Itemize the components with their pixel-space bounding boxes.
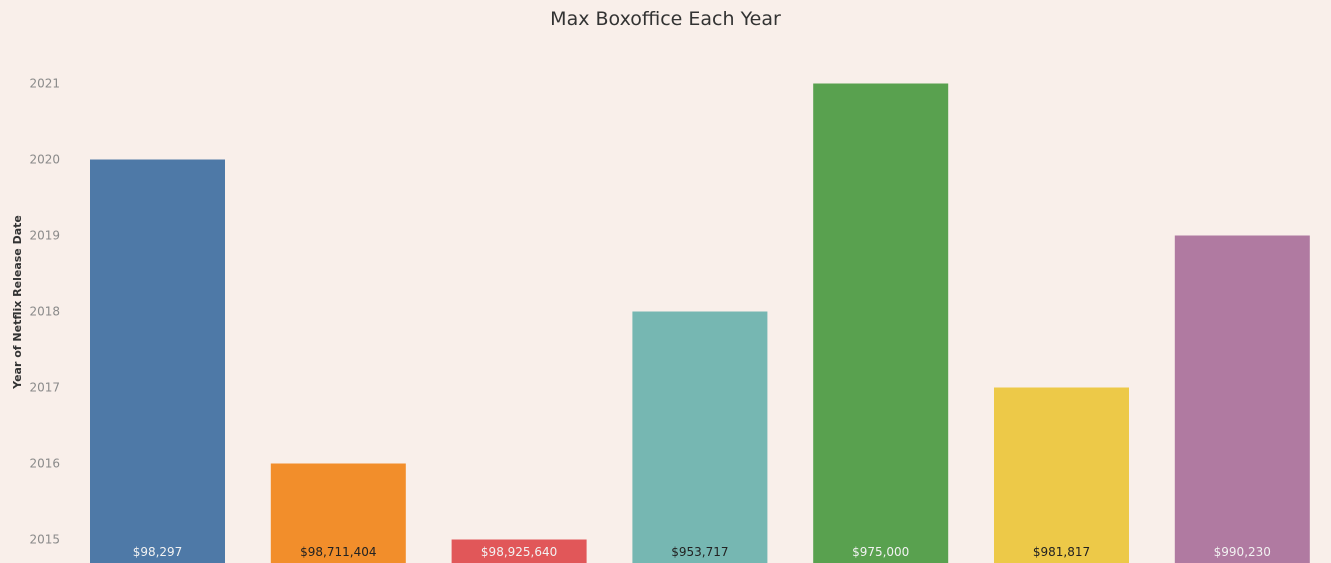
bar-label: $98,925,640 <box>481 545 557 559</box>
bar <box>1174 235 1310 563</box>
bar-labels-group: $98,297 $98,711,404 $98,925,640 $953,717 $97… <box>133 545 1271 559</box>
bar <box>994 387 1129 563</box>
bar-label: $98,297 <box>133 545 183 559</box>
y-tick-label: 2020 <box>29 153 60 167</box>
y-axis-title: Year of Netflix Release Date <box>11 215 24 390</box>
bar-label: $990,230 <box>1214 545 1271 559</box>
y-tick-label: 2015 <box>29 533 60 547</box>
y-axis: 2015 2016 2017 2018 2019 2020 2021 <box>29 77 60 547</box>
bar <box>270 463 406 563</box>
bar <box>632 311 768 563</box>
y-tick-label: 2018 <box>29 305 60 319</box>
bar <box>813 83 949 563</box>
bar <box>90 159 225 563</box>
bar-label: $975,000 <box>852 545 909 559</box>
bar-label: $981,817 <box>1033 545 1090 559</box>
y-tick-label: 2016 <box>29 457 60 471</box>
chart-title: Max Boxoffice Each Year <box>550 8 781 30</box>
bar-label: $953,717 <box>671 545 728 559</box>
bars-group <box>90 83 1310 563</box>
bar-label: $98,711,404 <box>300 545 376 559</box>
y-tick-label: 2021 <box>29 77 60 91</box>
bar <box>451 539 587 563</box>
y-tick-label: 2019 <box>29 229 60 243</box>
y-tick-label: 2017 <box>29 381 60 395</box>
